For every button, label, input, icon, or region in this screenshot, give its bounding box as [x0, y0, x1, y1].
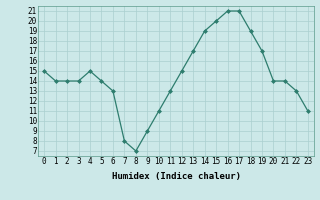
X-axis label: Humidex (Indice chaleur): Humidex (Indice chaleur) — [111, 172, 241, 181]
